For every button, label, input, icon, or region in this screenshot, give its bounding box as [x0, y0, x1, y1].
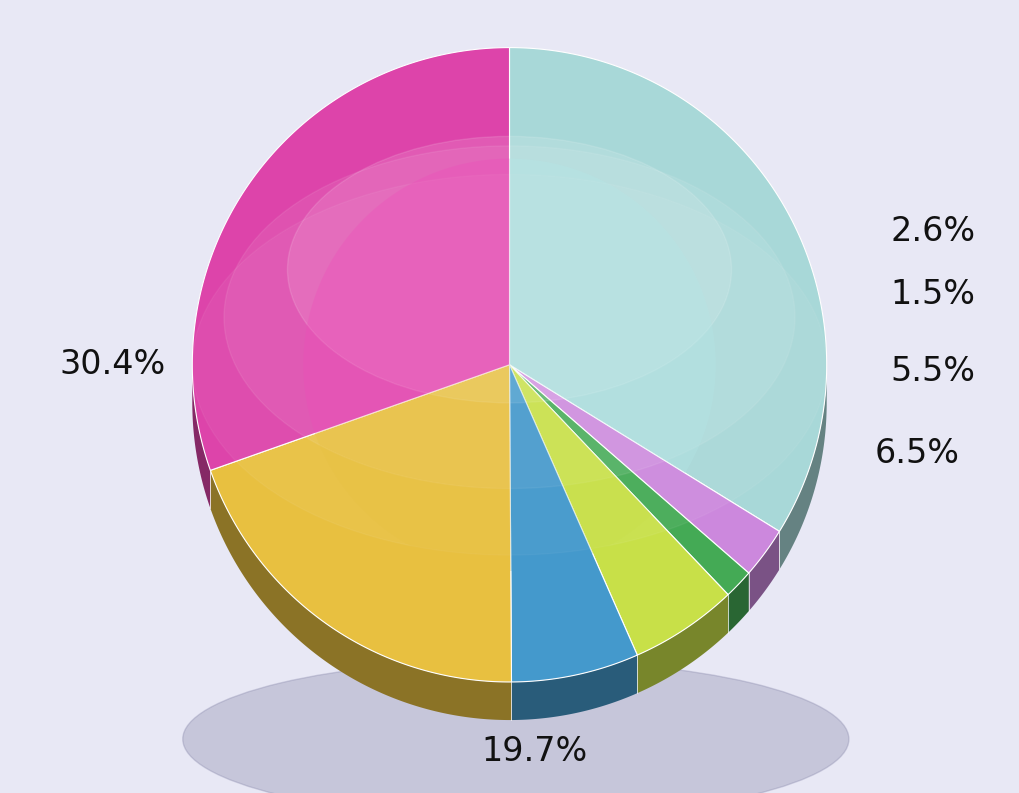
Ellipse shape — [224, 146, 795, 488]
Polygon shape — [193, 48, 510, 470]
Text: 5.5%: 5.5% — [891, 354, 975, 388]
Polygon shape — [315, 365, 511, 571]
Polygon shape — [512, 655, 637, 720]
Polygon shape — [510, 159, 715, 473]
Ellipse shape — [182, 660, 849, 793]
Ellipse shape — [193, 174, 826, 555]
Polygon shape — [729, 573, 749, 633]
Polygon shape — [749, 531, 780, 611]
Text: 19.7%: 19.7% — [482, 735, 588, 768]
Text: 30.4%: 30.4% — [60, 348, 166, 381]
Polygon shape — [304, 159, 510, 434]
Text: 2.6%: 2.6% — [891, 215, 975, 248]
Polygon shape — [510, 365, 637, 682]
Polygon shape — [510, 48, 826, 531]
Text: 1.5%: 1.5% — [891, 278, 975, 312]
Polygon shape — [210, 365, 512, 682]
Polygon shape — [637, 595, 729, 693]
Text: 6.5%: 6.5% — [874, 437, 959, 470]
Polygon shape — [510, 365, 651, 554]
Polygon shape — [510, 365, 593, 571]
Polygon shape — [510, 365, 780, 573]
Polygon shape — [210, 470, 512, 720]
Text: 33.8%: 33.8% — [463, 0, 569, 7]
Polygon shape — [510, 365, 729, 655]
Polygon shape — [510, 365, 749, 595]
Ellipse shape — [287, 136, 732, 403]
Polygon shape — [193, 366, 210, 508]
Polygon shape — [780, 367, 826, 569]
